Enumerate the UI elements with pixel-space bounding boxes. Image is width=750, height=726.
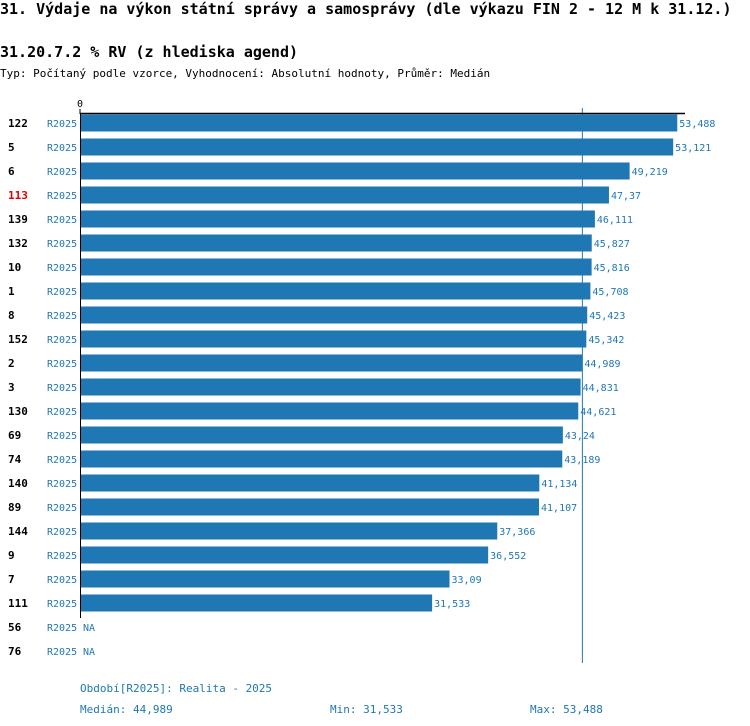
- category-label: 130: [8, 405, 28, 418]
- category-label: 132: [8, 237, 28, 250]
- period-label: R2025: [47, 287, 77, 298]
- period-label: R2025: [47, 455, 77, 466]
- footer-median: Medián: 44,989: [80, 703, 173, 716]
- bar: [80, 114, 678, 132]
- footer-period: Období[R2025]: Realita - 2025: [80, 682, 273, 695]
- category-label: 5: [8, 141, 15, 154]
- value-label: 45,816: [594, 263, 630, 274]
- bar: [80, 330, 587, 348]
- value-label: 33,09: [452, 575, 482, 586]
- bar: [80, 594, 433, 612]
- value-label: 31,533: [434, 599, 470, 610]
- bar: [80, 234, 592, 252]
- value-label: 41,134: [541, 479, 577, 490]
- value-label: 47,37: [611, 191, 641, 202]
- period-label: R2025: [47, 599, 77, 610]
- category-label: 144: [8, 525, 28, 538]
- value-label: 49,219: [632, 167, 668, 178]
- category-label: 6: [8, 165, 15, 178]
- value-label: 45,423: [589, 311, 625, 322]
- period-label: R2025: [47, 431, 77, 442]
- value-label: 44,621: [580, 407, 616, 418]
- footer-min: Min: 31,533: [330, 703, 403, 716]
- value-label: 41,107: [541, 503, 577, 514]
- category-label: 9: [8, 549, 15, 562]
- category-label: 74: [8, 453, 22, 466]
- axis-zero-label: 0: [77, 99, 83, 110]
- category-label: 111: [8, 597, 28, 610]
- bar: [80, 450, 563, 468]
- period-label: R2025: [47, 263, 77, 274]
- period-label: R2025: [47, 239, 77, 250]
- category-label: 76: [8, 645, 22, 658]
- value-label: NA: [83, 647, 95, 658]
- value-label: 43,189: [564, 455, 600, 466]
- bar: [80, 546, 489, 564]
- period-label: R2025: [47, 647, 77, 658]
- category-label: 140: [8, 477, 28, 490]
- category-label: 10: [8, 261, 21, 274]
- chart-subtitle: 31.20.7.2 % RV (z hlediska agend): [0, 43, 299, 61]
- chart-type-description: Typ: Počítaný podle vzorce, Vyhodnocení:…: [0, 67, 491, 80]
- value-label: NA: [83, 623, 95, 634]
- bar: [80, 210, 595, 228]
- period-label: R2025: [47, 143, 77, 154]
- period-label: R2025: [47, 311, 77, 322]
- bar: [80, 258, 592, 276]
- value-label: 53,121: [675, 143, 711, 154]
- value-label: 37,366: [499, 527, 535, 538]
- period-label: R2025: [47, 527, 77, 538]
- category-label: 56: [8, 621, 22, 634]
- bar: [80, 522, 498, 540]
- category-label: 3: [8, 381, 15, 394]
- value-label: 43,24: [565, 431, 595, 442]
- bar: [80, 426, 563, 444]
- value-label: 46,111: [597, 215, 633, 226]
- period-label: R2025: [47, 191, 77, 202]
- period-label: R2025: [47, 215, 77, 226]
- footer-max: Max: 53,488: [530, 703, 603, 716]
- category-label: 122: [8, 117, 28, 130]
- period-label: R2025: [47, 503, 77, 514]
- category-label: 1: [8, 285, 15, 298]
- bar: [80, 306, 588, 324]
- value-label: 36,552: [490, 551, 526, 562]
- category-label: 152: [8, 333, 28, 346]
- bar: [80, 282, 591, 300]
- category-label: 89: [8, 501, 21, 514]
- category-label: 8: [8, 309, 15, 322]
- period-label: R2025: [47, 335, 77, 346]
- category-label: 2: [8, 357, 15, 370]
- category-label: 139: [8, 213, 28, 226]
- category-label: 7: [8, 573, 15, 586]
- period-label: R2025: [47, 623, 77, 634]
- bar: [80, 474, 540, 492]
- category-label: 113: [8, 189, 28, 202]
- bar: [80, 498, 540, 516]
- period-label: R2025: [47, 575, 77, 586]
- bar: [80, 570, 450, 588]
- bar: [80, 354, 583, 372]
- bar: [80, 138, 674, 156]
- value-label: 53,488: [679, 119, 715, 130]
- period-label: R2025: [47, 551, 77, 562]
- period-label: R2025: [47, 119, 77, 130]
- value-label: 45,827: [594, 239, 630, 250]
- value-label: 45,342: [588, 335, 624, 346]
- bar: [80, 162, 630, 180]
- bar: [80, 402, 579, 420]
- period-label: R2025: [47, 167, 77, 178]
- bar: [80, 186, 609, 204]
- value-label: 45,708: [592, 287, 628, 298]
- bar: [80, 378, 581, 396]
- value-label: 44,989: [584, 359, 620, 370]
- period-label: R2025: [47, 407, 77, 418]
- period-label: R2025: [47, 359, 77, 370]
- period-label: R2025: [47, 479, 77, 490]
- value-label: 44,831: [583, 383, 619, 394]
- period-label: R2025: [47, 383, 77, 394]
- category-label: 69: [8, 429, 21, 442]
- chart-title: 31. Výdaje na výkon státní správy a samo…: [0, 0, 732, 18]
